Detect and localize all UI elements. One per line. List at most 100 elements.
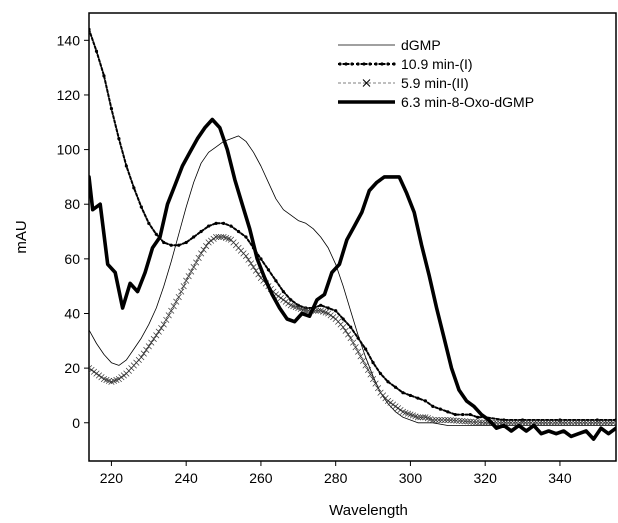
series-point — [244, 235, 248, 239]
series-point — [315, 307, 322, 314]
series-point — [545, 419, 552, 426]
series-point — [551, 419, 558, 426]
series-point — [177, 243, 181, 247]
series-point — [154, 232, 158, 236]
series-point — [446, 410, 450, 414]
series-point — [589, 419, 596, 426]
series-point — [208, 237, 215, 244]
series-point — [453, 417, 460, 424]
series-point — [441, 416, 448, 424]
series-point — [510, 419, 517, 426]
series-point — [473, 419, 480, 426]
series-point — [280, 296, 287, 303]
series-point — [419, 414, 426, 421]
series-point — [556, 419, 563, 426]
legend-label: 6.3 min-8-Oxo-dGMP — [401, 94, 534, 110]
series-point — [431, 404, 435, 408]
series-point — [371, 361, 375, 365]
series-point — [397, 406, 404, 414]
series-point — [565, 419, 572, 426]
series-point — [275, 293, 282, 300]
series-point — [350, 339, 357, 346]
series-point — [432, 416, 439, 424]
y-tick-label: 80 — [64, 196, 80, 212]
legend-marker — [392, 62, 396, 66]
series-point — [423, 399, 427, 403]
series-point — [175, 294, 182, 301]
y-tick-label: 0 — [72, 415, 80, 431]
series-point — [245, 256, 252, 263]
series-point — [145, 343, 152, 350]
series-point — [334, 309, 338, 313]
series-point — [462, 418, 469, 425]
series-point — [539, 419, 546, 426]
series-point — [583, 419, 590, 426]
series-point — [349, 325, 353, 329]
series-point — [341, 317, 345, 321]
series-point — [401, 391, 405, 395]
series-point — [468, 412, 472, 417]
series-point — [330, 314, 337, 321]
x-tick-label: 280 — [324, 470, 348, 486]
series-point — [363, 347, 368, 351]
series-point — [95, 372, 103, 379]
x-tick-label: 300 — [399, 470, 423, 486]
series-point — [482, 419, 489, 426]
series-point — [158, 325, 165, 332]
series-line — [89, 28, 616, 421]
series-point — [347, 335, 354, 342]
series-point — [386, 380, 390, 384]
series-3 — [89, 117, 616, 441]
series-point — [289, 298, 293, 302]
series-point — [218, 233, 225, 241]
series-point — [163, 316, 170, 323]
series-point — [190, 264, 197, 271]
y-tick-label: 100 — [57, 142, 81, 158]
series-point — [352, 344, 359, 351]
x-axis: 220 240 260 280 300 320 340 — [100, 461, 572, 486]
series-point — [178, 288, 185, 295]
series-point — [132, 186, 136, 190]
series-line — [89, 117, 616, 441]
series-point — [447, 417, 454, 424]
series-point — [453, 412, 457, 417]
series-point — [387, 399, 394, 406]
series-point — [296, 303, 300, 307]
series-point — [326, 306, 330, 310]
series-point — [610, 419, 616, 426]
series-point — [281, 290, 285, 294]
series-line — [89, 236, 616, 424]
series-point — [580, 419, 587, 426]
series-point — [188, 268, 195, 275]
series-point — [250, 264, 257, 271]
series-point — [120, 372, 127, 379]
series-point — [592, 419, 599, 426]
series-point — [89, 366, 95, 373]
y-axis-title: mAU — [13, 220, 30, 253]
x-tick-label: 320 — [474, 470, 498, 486]
series-point — [198, 250, 205, 257]
legend-marker — [344, 62, 348, 66]
series-point — [598, 419, 605, 426]
series-point — [459, 418, 466, 425]
y-tick-label: 120 — [57, 87, 81, 103]
series-point — [384, 397, 392, 404]
series-point — [252, 267, 259, 274]
series-point — [229, 224, 233, 228]
legend-marker — [380, 62, 384, 66]
series-point — [461, 412, 465, 417]
series-point — [89, 365, 93, 372]
series-point — [519, 419, 526, 426]
plot-border — [88, 12, 617, 462]
series-point — [355, 348, 362, 355]
series-point — [438, 416, 445, 424]
series-point — [147, 221, 151, 225]
series-point — [221, 221, 226, 225]
series-point — [109, 107, 114, 111]
series-0 — [89, 135, 616, 426]
series-point — [94, 49, 99, 53]
series-point — [282, 298, 289, 305]
series-point — [416, 396, 420, 400]
series-point — [180, 283, 187, 290]
series-point — [370, 376, 377, 383]
